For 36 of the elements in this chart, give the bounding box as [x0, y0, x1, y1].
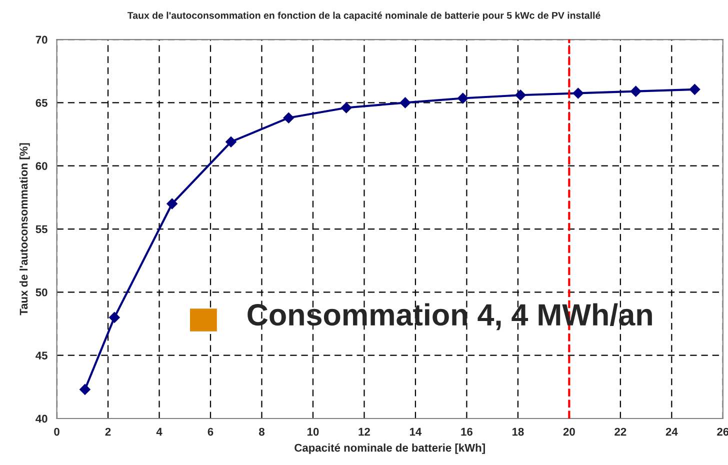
x-tick-label: 18 — [512, 428, 524, 436]
point — [689, 84, 700, 95]
x-tick-label: 4 — [156, 428, 162, 436]
x-tick-label: 2 — [105, 428, 111, 436]
y-tick-label: 40 — [36, 414, 48, 423]
y-tick-label: 50 — [36, 288, 48, 296]
point — [515, 90, 526, 101]
x-tick-label: 22 — [614, 428, 626, 436]
chart-title: Taux de l'autoconsommation en fonction de la capacité nominale de batterie pour 5 kWc de PV installé — [128, 12, 600, 21]
x-tick-label: 12 — [358, 428, 370, 436]
point — [109, 312, 120, 323]
point — [166, 198, 178, 210]
annotation: Consommation 4, 4 MWh/an — [248, 303, 652, 330]
y-tick-label: 45 — [36, 352, 48, 360]
point — [283, 112, 294, 124]
x-axis-title: Capacité nominale de batterie [kWh] — [294, 443, 485, 454]
point — [400, 97, 411, 108]
y-axis-title: Taux de l'autoconsommation [%] — [19, 143, 30, 316]
point — [457, 92, 468, 104]
x-tick-label: 20 — [563, 428, 575, 436]
x-tick-label: 14 — [410, 428, 422, 436]
x-tick-label: 24 — [666, 428, 678, 436]
point — [80, 384, 90, 395]
x-tick-label: 10 — [308, 428, 319, 436]
point — [226, 136, 236, 148]
y-tick-label: 70 — [36, 36, 48, 44]
y-tick-label: 55 — [36, 225, 48, 234]
point — [572, 88, 584, 99]
y-tick-label: 65 — [36, 98, 48, 107]
point — [340, 102, 352, 114]
x-tick-label: 8 — [259, 428, 264, 436]
x-tick-label: 0 — [54, 428, 60, 436]
x-tick-label: 6 — [208, 428, 214, 436]
point — [630, 86, 642, 97]
x-tick-label: 16 — [461, 428, 472, 436]
y-tick-label: 60 — [36, 162, 48, 170]
